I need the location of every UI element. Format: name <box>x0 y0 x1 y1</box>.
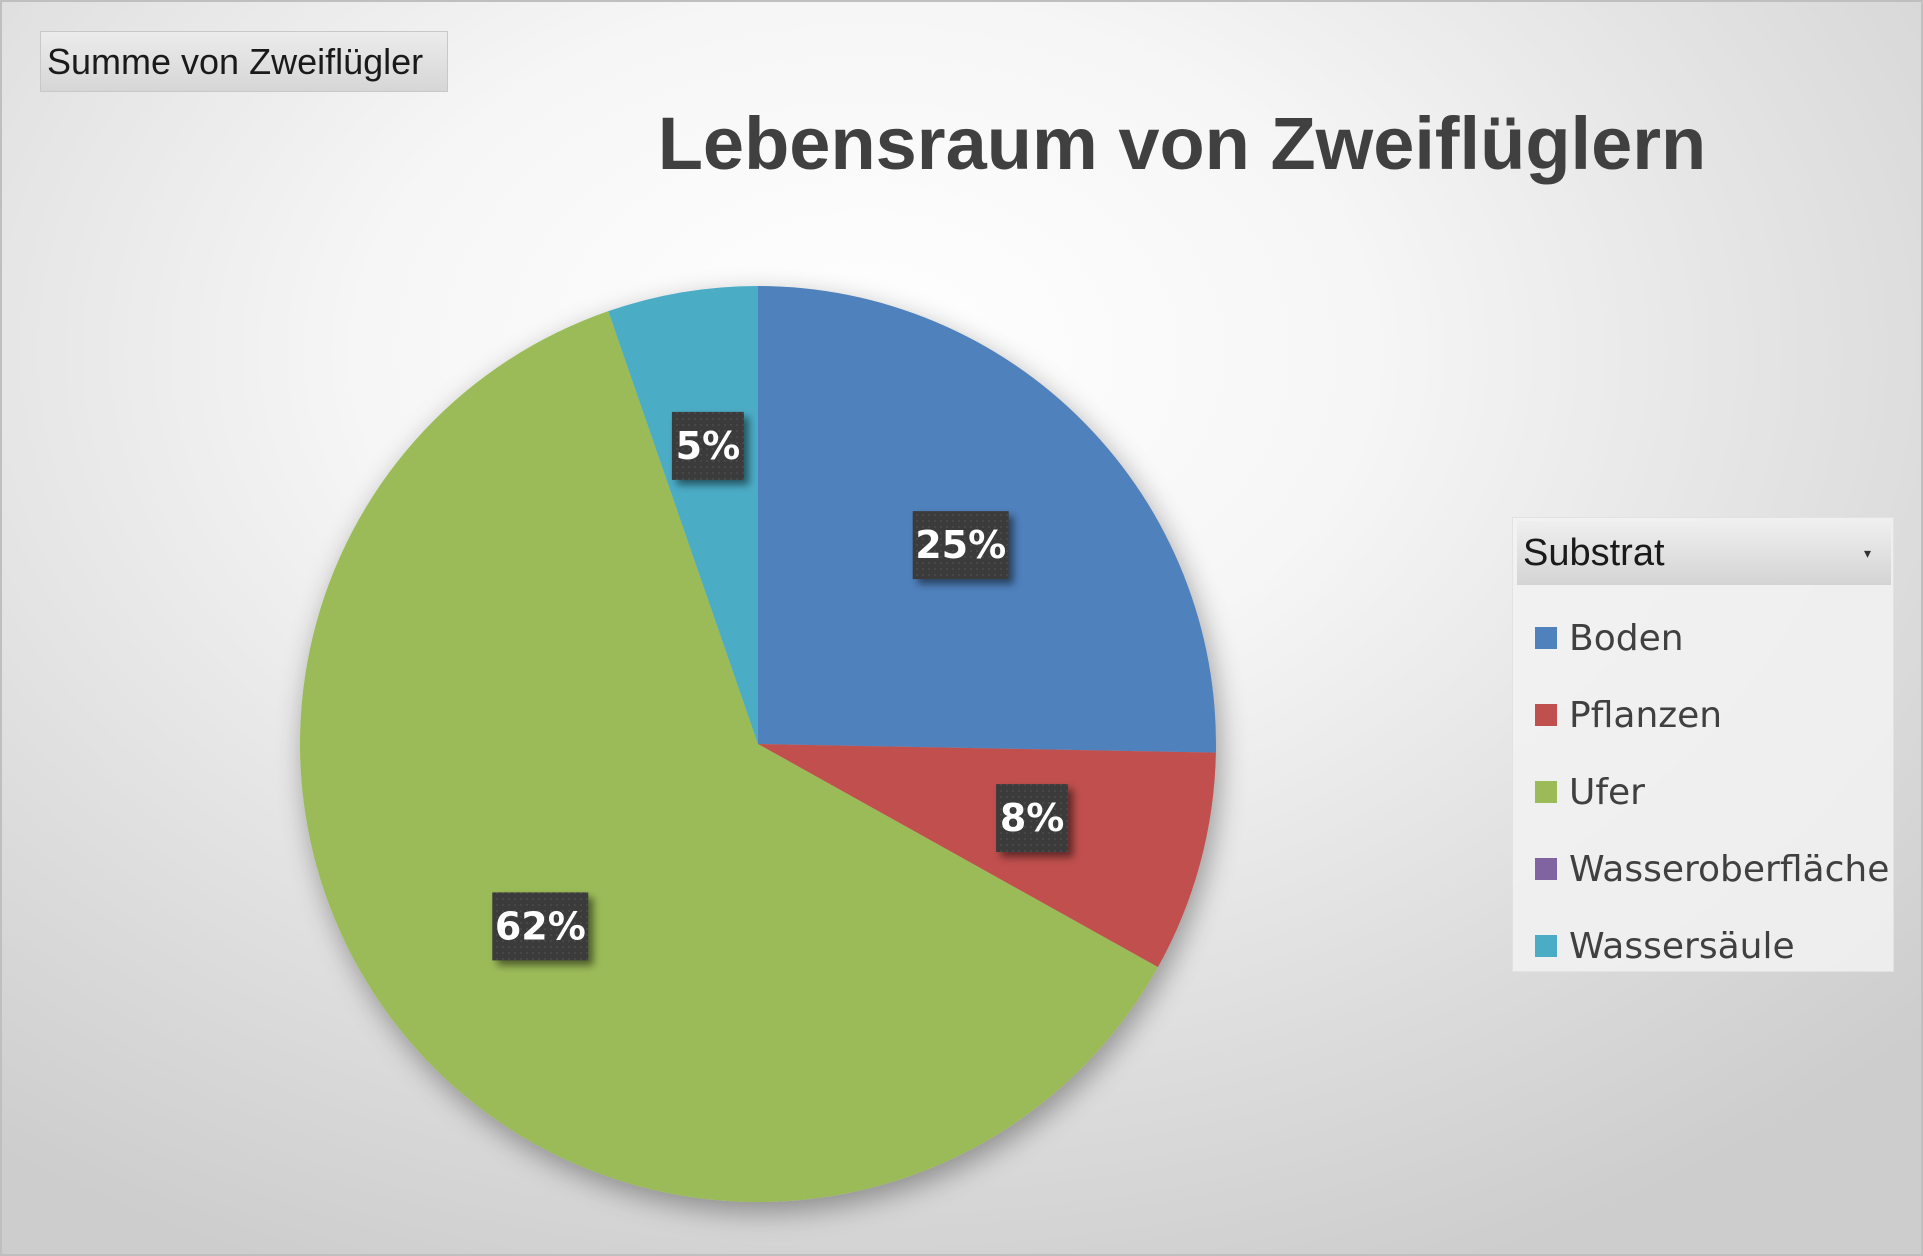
data-label-text: 8% <box>1000 796 1065 840</box>
legend-item-ufer[interactable]: Ufer <box>1535 771 1645 813</box>
legend-swatch <box>1535 781 1557 803</box>
legend-label: Wassersäule <box>1569 925 1795 967</box>
legend-swatch <box>1535 858 1557 880</box>
pie-slice-pflanzen[interactable] <box>758 744 1216 968</box>
pie-slice-ufer[interactable] <box>299 311 1158 1203</box>
pie-slice-wassersäule[interactable] <box>608 286 758 744</box>
data-label-ufer[interactable]: 62% <box>492 892 589 961</box>
value-field-button[interactable]: Summe von Zweiflügler <box>40 31 448 92</box>
legend-label: Ufer <box>1569 771 1645 813</box>
legend-swatch <box>1535 935 1557 957</box>
legend-swatch <box>1535 627 1557 649</box>
data-label-pflanzen[interactable]: 8% <box>996 784 1069 853</box>
data-label-text: 5% <box>676 424 741 468</box>
value-field-label: Summe von Zweiflügler <box>47 41 424 82</box>
legend-item-wassersäule[interactable]: Wassersäule <box>1535 925 1795 967</box>
legend-label: Pflanzen <box>1569 694 1723 736</box>
data-label-wassersäule[interactable]: 5% <box>671 411 744 480</box>
data-label-boden[interactable]: 25% <box>912 511 1009 580</box>
legend-item-wasseroberfläche[interactable]: Wasseroberfläche <box>1535 848 1890 890</box>
data-label-text: 25% <box>915 523 1006 567</box>
legend-filter-button[interactable]: Substrat ▾ <box>1517 521 1891 585</box>
legend-title: Substrat <box>1523 532 1665 574</box>
legend-item-boden[interactable]: Boden <box>1535 617 1684 659</box>
data-label-text: 62% <box>495 904 586 948</box>
legend-item-pflanzen[interactable]: Pflanzen <box>1535 694 1723 736</box>
legend-label: Wasseroberfläche <box>1569 848 1890 890</box>
legend: Substrat ▾ Boden Pflanzen Ufer Wasseroberfl… <box>1512 517 1894 972</box>
chart-title: Lebensraum von Zweiflüglern <box>657 102 1707 185</box>
legend-swatch <box>1535 704 1557 726</box>
legend-label: Boden <box>1569 617 1684 659</box>
dropdown-arrow-icon[interactable]: ▾ <box>1863 545 1871 561</box>
